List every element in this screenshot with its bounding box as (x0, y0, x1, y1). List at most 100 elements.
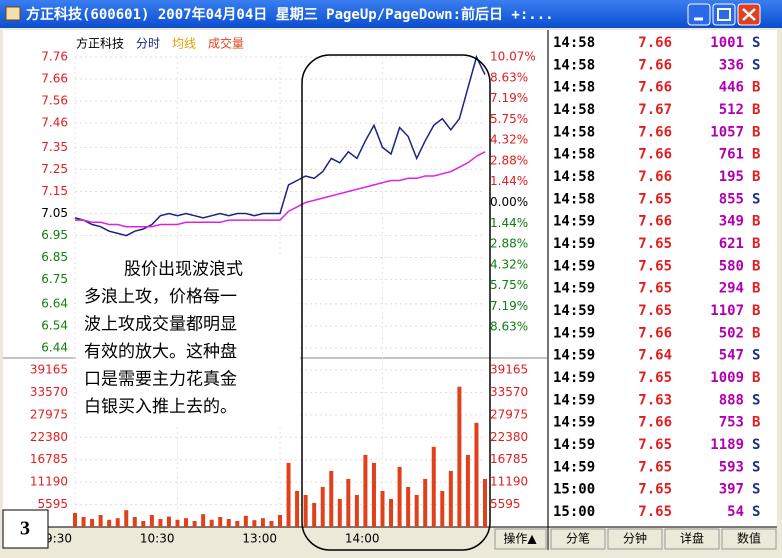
trade-price: 7.66 (638, 214, 672, 230)
trade-side: B (752, 80, 760, 96)
trade-volume: 446 (719, 80, 744, 96)
trade-volume: 1189 (710, 437, 744, 453)
volume-bar (303, 494, 308, 527)
volume-bar (483, 478, 487, 527)
trade-time: 14:58 (553, 124, 595, 140)
volume-bar (431, 446, 436, 527)
trade-volume: 761 (719, 147, 744, 163)
tab[interactable] (664, 528, 720, 550)
trade-price: 7.63 (638, 392, 672, 408)
volume-bar (175, 519, 180, 527)
annotation-line: 有效的放大。这种盘 (84, 342, 237, 362)
volume-tick-label-right: 11190 (490, 475, 528, 489)
y2-tick-label: 4.32% (490, 257, 528, 271)
tab-bar: 操作▲ 分笔 分钟 详盘 数值 (494, 528, 777, 550)
volume-bar (414, 494, 419, 527)
trade-time: 14:59 (553, 236, 595, 252)
volume-bar (218, 516, 223, 527)
volume-bar (235, 520, 240, 527)
x-tick-label: 14:00 (345, 532, 380, 546)
trade-price: 7.66 (638, 147, 672, 163)
trade-price: 7.66 (638, 80, 672, 96)
trade-side: S (752, 191, 760, 207)
volume-bar (243, 515, 248, 527)
highlight-oval (301, 54, 491, 551)
trade-time: 14:59 (553, 459, 595, 475)
annotation-box (76, 256, 300, 426)
trade-time: 14:59 (553, 348, 595, 364)
y2-tick-label: 10.07% (490, 50, 536, 64)
volume-tick-label-right: 22380 (490, 430, 528, 444)
volume-tick-label: 5595 (37, 497, 68, 511)
volume-tick-label-right: 16785 (490, 452, 528, 466)
trade-volume: 195 (719, 169, 744, 185)
trade-time: 14:58 (553, 147, 595, 163)
trade-panel (549, 30, 777, 527)
x-tick-label: 13:00 (242, 532, 277, 546)
trade-time: 15:00 (553, 504, 595, 520)
volume-bar (295, 490, 300, 527)
trade-side: B (752, 325, 760, 341)
tab-label: 数值 (737, 531, 761, 546)
volume-bar (98, 514, 103, 527)
volume-bar (252, 520, 257, 527)
trade-side: B (752, 258, 760, 274)
annotation-line: 多浪上攻，价格每一 (84, 287, 237, 307)
volume-tick-label: 22380 (30, 430, 68, 444)
maximize-button[interactable] (712, 3, 736, 26)
volume-bar (141, 520, 146, 527)
tab-label: 操作▲ (503, 531, 537, 546)
trade-price: 7.65 (638, 236, 672, 252)
minimize-button[interactable] (687, 3, 711, 26)
trade-volume: 502 (719, 325, 744, 341)
legend-entry: 成交量 (208, 36, 244, 51)
tab[interactable] (721, 528, 777, 550)
annotation-line: 白银买入推上去的。 (84, 397, 237, 417)
y2-tick-label: 1.44% (490, 216, 528, 230)
legend: 方正科技 分时 均线 成交量 (76, 36, 244, 51)
y2-tick-label: 2.88% (490, 237, 528, 251)
volume-bar (81, 516, 86, 527)
volume-bar (132, 516, 137, 527)
trade-side: S (752, 437, 760, 453)
volume-bar (158, 518, 163, 527)
tab[interactable] (550, 528, 606, 550)
tab[interactable] (607, 528, 663, 550)
trade-time: 14:59 (553, 392, 595, 408)
volume-bar (278, 514, 282, 527)
trade-side: B (752, 281, 760, 297)
tab-label: 详盘 (680, 531, 704, 546)
trade-volume: 855 (719, 191, 744, 207)
series-line (74, 54, 486, 237)
volume-bar (269, 520, 274, 527)
trade-side: B (752, 214, 760, 230)
volume-bar (209, 519, 214, 527)
y-tick-label: 7.05 (41, 206, 68, 220)
trade-side: S (752, 57, 760, 73)
y-tick-label: 7.25 (41, 162, 68, 176)
y-tick-label: 6.85 (41, 250, 68, 264)
volume-bar (226, 518, 231, 527)
trade-time: 15:00 (553, 482, 595, 498)
trade-time: 14:58 (553, 102, 595, 118)
volume-bar (73, 512, 77, 527)
tab[interactable] (494, 528, 547, 550)
trade-side: S (752, 392, 760, 408)
app-icon (5, 6, 21, 21)
trade-price: 7.65 (638, 281, 672, 297)
trade-time: 14:59 (553, 370, 595, 386)
volume-bar (457, 386, 462, 527)
volume-bar (320, 486, 325, 527)
legend-entry: 均线 (172, 37, 196, 51)
volume-bar (371, 462, 376, 527)
trade-volume: 512 (719, 102, 744, 118)
trade-time: 14:58 (553, 191, 595, 207)
y-tick-label: 7.15 (41, 184, 68, 198)
trade-price: 7.67 (638, 102, 672, 118)
volume-bar (107, 519, 112, 527)
trade-price: 7.65 (638, 482, 672, 498)
trade-volume: 621 (719, 236, 744, 252)
x-tick-label: 9:30 (45, 532, 72, 546)
trade-volume: 54 (727, 504, 744, 520)
x-tick-label: 10:30 (140, 532, 175, 546)
